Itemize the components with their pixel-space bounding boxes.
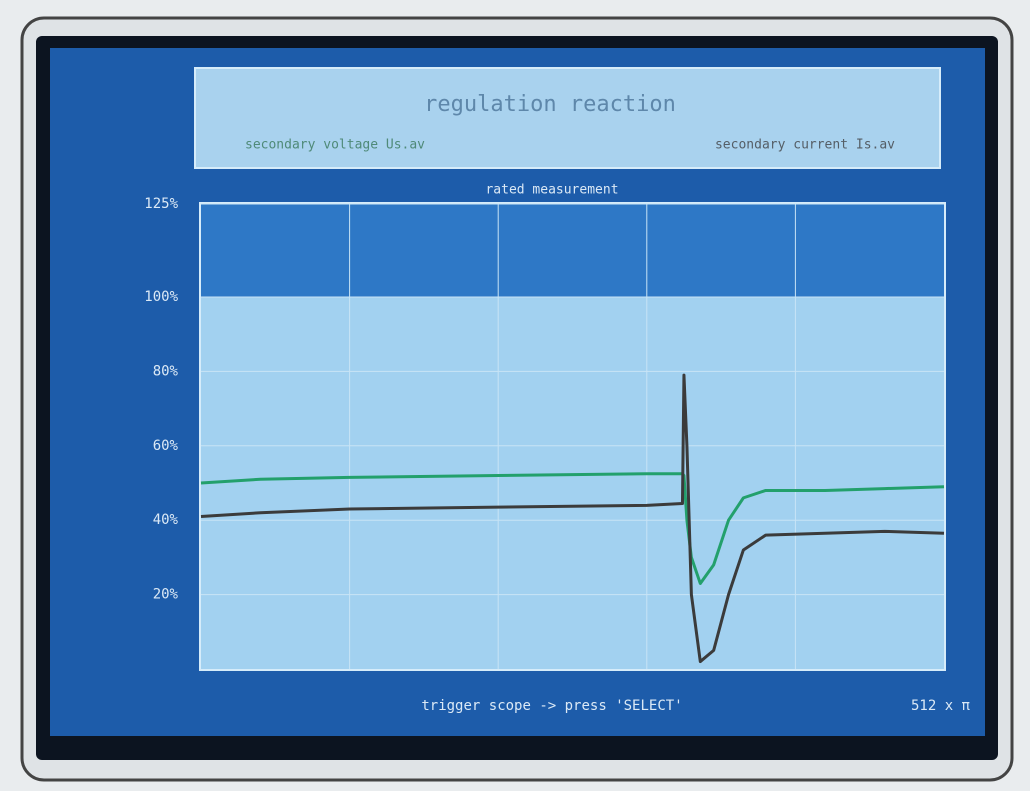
y-tick-label: 20%	[153, 587, 179, 603]
chart-title: regulation reaction	[424, 92, 676, 117]
y-tick-label: 100%	[144, 289, 178, 305]
y-tick-label: 80%	[153, 363, 179, 379]
time-scale: 512 x π	[911, 698, 971, 714]
header-box	[195, 68, 940, 168]
legend-entry: secondary current Is.av	[715, 138, 895, 153]
y-tick-label: 60%	[153, 438, 179, 454]
y-tick-label: 125%	[144, 196, 178, 212]
screen: regulation reaction secondary voltage Us…	[0, 0, 1030, 787]
legend-entry: secondary voltage Us.av	[245, 138, 425, 153]
footer: trigger scope -> press 'SELECT'	[421, 698, 682, 714]
rated-band	[201, 204, 944, 297]
y-tick-label: 40%	[153, 512, 179, 528]
chart-subtitle: rated measurement	[485, 183, 618, 198]
